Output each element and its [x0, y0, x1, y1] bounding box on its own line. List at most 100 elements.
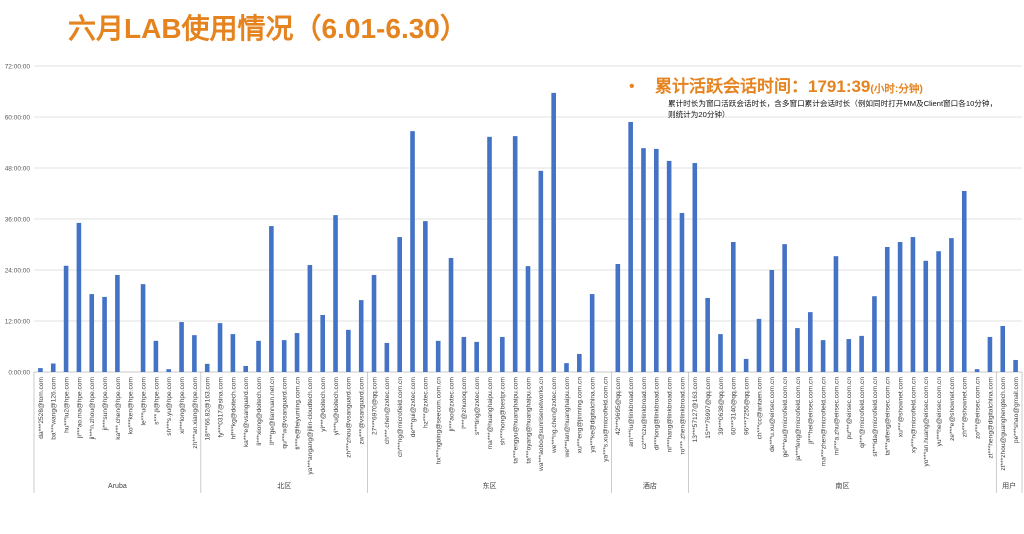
x-tick-label: da***2528@tom.com: [38, 377, 45, 439]
bar: [435, 340, 441, 372]
x-tick-label: xy***n@microfield.com.cn: [910, 377, 917, 453]
bar: [384, 342, 390, 372]
bar: [795, 328, 800, 372]
bar: [1013, 359, 1018, 372]
total-unit: (小时:分钟): [870, 83, 923, 95]
bar: [820, 340, 826, 372]
bar: [474, 341, 479, 372]
group-label: 酒店: [643, 481, 657, 490]
x-tick-label: cz***czu@linkbroad.com: [641, 376, 648, 449]
x-tick-label: s***.ji@hpe.com: [153, 377, 160, 425]
bar: [63, 265, 69, 372]
total-active-session-time: 累计活跃会话时间：1791:39(小时:分钟): [655, 76, 923, 100]
group-label: 北区: [277, 482, 291, 490]
x-tick-label: s***ting@zxtec.com: [474, 376, 481, 435]
y-tick-label: 48:00:00: [5, 165, 31, 172]
bar: [679, 212, 685, 372]
bar: [38, 368, 43, 372]
bar: [102, 296, 107, 372]
bar: [243, 365, 249, 372]
bar: [76, 222, 82, 372]
x-tick-label: 18***66.82@163.com: [205, 377, 212, 441]
bar: [718, 334, 723, 372]
total-value: 1791:39: [808, 77, 871, 96]
x-tick-label: zt***heng@digitalchina.com: [987, 377, 994, 459]
x-tick-label: l***@zhuooq.com: [461, 376, 468, 428]
x-tick-label: hf***kg@doitech.com: [230, 376, 237, 439]
bar: [230, 334, 236, 372]
bar: [140, 284, 146, 372]
bar: [179, 322, 184, 372]
bar: [89, 294, 95, 372]
x-axis-categories: da***2528@tom.com ba***wang@126.com hu***i…: [38, 376, 1020, 474]
x-tick-label: li***xiong@doitech.com: [256, 376, 263, 445]
y-tick-label: 24:00:00: [5, 267, 31, 274]
total-label: 累计活跃会话时间：: [655, 77, 808, 96]
bar: [551, 92, 556, 373]
x-tick-label: hx***ngbing@seecom.com.cn: [436, 377, 443, 465]
x-tick-label: fy***0317@sina.com: [217, 376, 224, 437]
y-tick-label: 12:00:00: [5, 318, 31, 325]
x-tick-label: ll***ge@lianruan.net.cn: [269, 377, 276, 445]
x-tick-label: sh***s.yu@hpe.com: [166, 377, 173, 436]
x-tick-label: ni***hang@linkbroad.com: [667, 377, 674, 453]
bars: [38, 92, 1018, 373]
x-tick-label: ko***ken@hpe.com: [128, 376, 135, 434]
bar: [859, 335, 864, 372]
bar: [153, 340, 159, 372]
x-axis-groups: Aruba 北区 东区 酒店 南区 用户: [33, 372, 1023, 493]
bar: [641, 148, 646, 372]
bar: [589, 294, 595, 372]
x-tick-label: ji***hei@eirsec.com.cn: [808, 377, 815, 445]
x-tick-label: ji***sun@hpe.com: [102, 377, 109, 432]
bar: [269, 226, 274, 372]
group-label: 南区: [835, 481, 849, 490]
bar: [705, 297, 710, 372]
bar: [410, 131, 415, 372]
x-tick-label: ta***aifeng@eirsec.com.cn: [885, 377, 892, 456]
x-tick-label: ja***feng@microfield.com.cn: [795, 377, 802, 462]
bar: [884, 246, 890, 372]
bar: [166, 369, 172, 372]
x-tick-label: 27***6970@qq.com: [371, 377, 378, 436]
bar: [872, 296, 877, 372]
bar: [333, 215, 338, 372]
x-tick-label: we***ian@huanghaipu.com: [564, 377, 571, 459]
bar: [281, 340, 287, 372]
bar: [346, 329, 351, 372]
bar: [217, 323, 223, 372]
x-tick-label: ma***@huanghaipu.com: [487, 376, 494, 449]
bar: [577, 353, 582, 372]
x-tick-label: 15***76997@qq.com: [705, 376, 712, 438]
x-tick-label: ti***e@feiyuming.com.cn: [294, 377, 301, 450]
bar: [897, 242, 903, 372]
x-tick-label: am***iu@linkbroad.com: [628, 376, 635, 446]
x-tick-label: 13***57127@163.com: [692, 377, 699, 443]
x-tick-label: ji***ao.ma@hpe.com: [76, 376, 83, 438]
bar: [756, 318, 762, 372]
group-label: 用户: [1002, 481, 1016, 490]
x-tick-label: pe***shao@gmail.com: [1013, 377, 1020, 444]
x-tick-label: xi***long@hpe.com: [179, 377, 186, 434]
x-tick-label: zo***@eirsec.com.cn: [974, 377, 981, 439]
group-label: Aruba: [108, 483, 127, 490]
x-tick-label: ji***n.zhou@hpe.com: [89, 377, 96, 441]
x-tick-label: 42***9695@qq.com: [615, 377, 622, 436]
bar: [615, 263, 621, 372]
bar: [525, 266, 531, 372]
note-line: 则统计为20分钟）: [668, 110, 730, 119]
bar: [833, 256, 839, 372]
bar: [807, 312, 813, 372]
x-tick-label: xu***eng@jinming.com.cn: [577, 377, 584, 454]
x-tick-label: ch***cc@antaen.com: [756, 376, 763, 439]
bar: [1000, 325, 1006, 372]
x-tick-label: zt***zhou@guanghengtech.com: [1000, 376, 1007, 470]
x-tick-label: yo***an.huang@eirsec.com.cn: [923, 377, 930, 467]
bar: [923, 260, 929, 372]
bar: [666, 160, 672, 372]
y-axis: 0:00:00 12:00:00 24:00:00 36:00:00 48:00:00 6…: [5, 63, 31, 376]
bar: [628, 121, 633, 372]
x-tick-label: xu***@shownet.com: [897, 377, 904, 438]
x-tick-label: hu***iu2@hpe.com: [63, 377, 70, 433]
